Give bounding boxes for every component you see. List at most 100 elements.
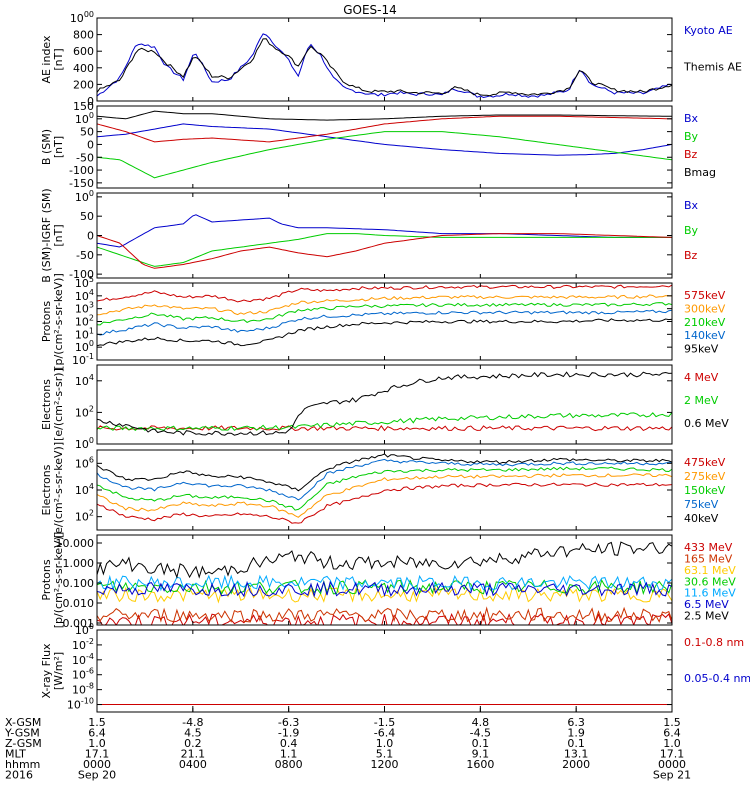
y-axis-label: [nT]: [52, 224, 65, 246]
bottom-row-value: 0.4: [280, 737, 298, 750]
series-line-bmag: [97, 110, 672, 121]
series-line-bx: [97, 123, 672, 156]
series-line-165-mev: [97, 606, 672, 623]
legend-entry: 210keV: [684, 316, 726, 329]
bottom-axis-table: X-GSM 1.5 -4.8 -6.3 -1.5 4.8 6.3 1.5 Y-GSM 6.4 4.5…: [4, 18, 691, 782]
bottom-row-value: -4.5: [470, 727, 491, 740]
y-axis-label: B (SM)-IGRF (SM): [40, 188, 53, 282]
legend-entry: 475keV: [684, 456, 726, 469]
series-line-6-5-mev: [97, 580, 672, 598]
bottom-row-value: 17.1: [660, 748, 685, 761]
legend-entry: 63.1 MeV: [684, 564, 736, 577]
legend-entry: Kyoto AE: [684, 24, 733, 37]
legend-entry: By: [684, 130, 699, 143]
y-axis-label: [nT]: [52, 136, 65, 158]
y-tick-label: -100: [69, 164, 94, 177]
legend-entry: 275keV: [684, 470, 726, 483]
y-axis-label: Electrons: [40, 379, 53, 430]
y-axis-label: [e/(cm²-s-sr)]: [52, 368, 65, 441]
legend-entry: Bmag: [684, 166, 716, 179]
bottom-row-value: 0000: [658, 758, 686, 771]
series-line-themis-ae: [97, 38, 672, 97]
y-tick-label: -150: [69, 177, 94, 190]
y-tick-label: 50: [80, 126, 94, 139]
y-tick-label: 10-2: [72, 637, 94, 652]
bottom-row-value: 6.4: [663, 727, 681, 740]
y-tick-label: 10-10: [67, 697, 94, 712]
series-line-210kev: [97, 302, 672, 326]
panel-b_sm_igrf: -100 -50 0 50 100 B (SM)-IGRF (SM) [nT] Bx By Bz: [40, 188, 699, 282]
y-tick-label: 1000: [70, 10, 94, 25]
plot-title: GOES-14: [343, 3, 397, 17]
bottom-row-label: 2016: [5, 769, 33, 782]
y-tick-label: -100: [69, 268, 94, 281]
legend-entry: 0.05-0.4 nm: [684, 672, 750, 685]
bottom-row-value: -6.4: [374, 727, 395, 740]
series-line-2-5-mev: [97, 541, 672, 579]
series-line-150kev: [97, 466, 672, 511]
legend-entry: 300keV: [684, 302, 726, 315]
y-axis-label: Protons: [40, 301, 53, 342]
y-tick-label: 0: [87, 230, 94, 243]
legend-entry: 4 MeV: [684, 371, 719, 384]
y-tick-label: 0.010: [63, 597, 95, 610]
legend-entry: 6.5 MeV: [684, 598, 729, 611]
y-tick-label: 50: [80, 210, 94, 223]
series-line-bz: [97, 233, 672, 269]
bottom-row-value: 0.2: [184, 737, 202, 750]
series-line-by: [97, 131, 672, 179]
bottom-row-value: 13.1: [564, 748, 589, 761]
bottom-row-value: 4.5: [184, 727, 202, 740]
y-tick-label: -50: [76, 249, 94, 262]
y-tick-label: 0.100: [63, 577, 95, 590]
y-tick-label: 104: [75, 482, 94, 497]
legend-entry: 165 MeV: [684, 552, 733, 565]
series-line-11-6-mev: [97, 574, 672, 592]
legend-entry: Bz: [684, 249, 698, 262]
y-tick-label: 10.000: [56, 537, 95, 550]
panel-electrons_low-series: [97, 453, 672, 524]
bottom-row-value: -4.8: [182, 716, 203, 729]
panel-electrons_high-series: [97, 371, 672, 436]
y-axis-label: [e/(cm²-s-sr-keV)]: [52, 442, 65, 538]
y-tick-label: -50: [76, 151, 94, 164]
y-tick-label: 106: [75, 455, 94, 470]
legend-entry: Bx: [684, 199, 699, 212]
y-tick-label: 150: [73, 100, 94, 113]
y-tick-label: 100: [75, 189, 94, 204]
legend-entry: 575keV: [684, 289, 726, 302]
bottom-row-value: 2000: [562, 758, 590, 771]
series-line-75kev: [97, 458, 672, 501]
y-axis-label: Electrons: [40, 464, 53, 515]
bottom-row-value: Sep 20: [78, 769, 116, 782]
bottom-row-value: 6.3: [567, 716, 585, 729]
series-line-30-6-mev: [97, 579, 672, 596]
y-tick-label: 100: [75, 622, 94, 637]
y-axis-label: [p/(cm²-s-sr-keV)]: [52, 532, 65, 629]
y-tick-label: 0: [87, 138, 94, 151]
series-line-300kev: [97, 294, 672, 316]
bottom-row-value: 6.4: [88, 727, 106, 740]
panel-b_sm_igrf-series: [97, 214, 672, 269]
y-tick-label: 10-6: [72, 667, 94, 682]
bottom-row-value: 1.1: [280, 748, 298, 761]
series-line-575kev: [97, 284, 672, 303]
panel-protons_low-series: [97, 284, 672, 347]
y-tick-label: 10-4: [72, 652, 94, 667]
legend-entry: 2 MeV: [684, 394, 719, 407]
panel-b_sm-series: [97, 110, 672, 179]
panel-frame: [96, 364, 673, 445]
legend-entry: Bz: [684, 148, 698, 161]
bottom-row-value: 5.1: [376, 748, 394, 761]
bottom-row-value: 1.0: [88, 737, 106, 750]
bottom-row-value: 17.1: [85, 748, 110, 761]
series-line-475kev: [97, 482, 672, 524]
bottom-row-value: 4.8: [472, 716, 490, 729]
legend-entry: 95keV: [684, 343, 719, 356]
y-axis-label: [p/(cm²-s-sr-keV)]: [52, 273, 65, 370]
panel-electrons_high: 100 102 104 Electrons [e/(cm²-s-sr)] 4 MeV 2 M…: [40, 364, 729, 451]
